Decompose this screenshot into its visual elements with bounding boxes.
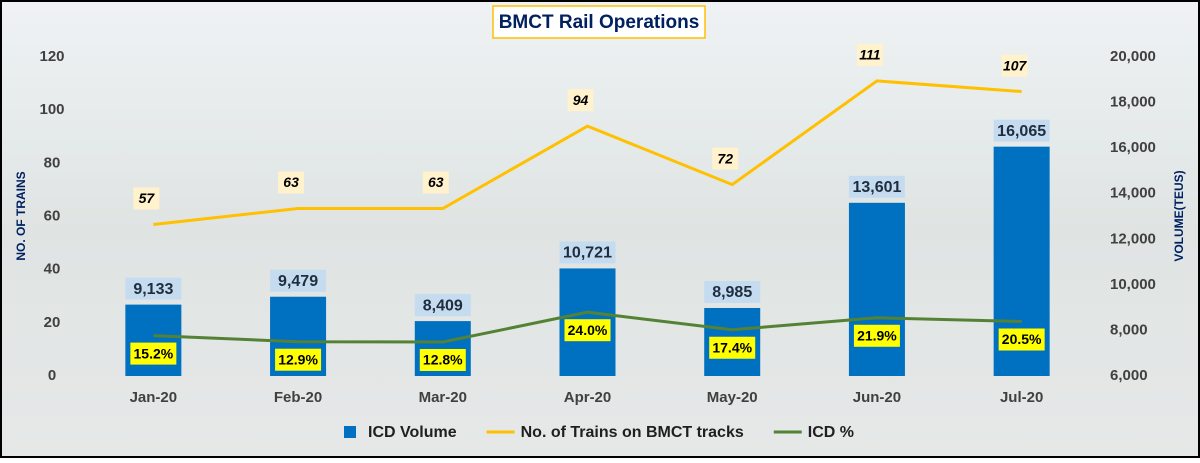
line-label-box: [564, 319, 611, 342]
y2-tick-label: 18,000: [1110, 94, 1156, 111]
y-tick-label: 40: [44, 261, 61, 278]
y-tick-label: 20: [44, 314, 61, 331]
line-label-box: [130, 342, 177, 365]
line-label: 15.2%: [134, 345, 174, 361]
line-label-box: [419, 348, 466, 371]
line-label: 24.0%: [568, 322, 608, 338]
line-label: 12.8%: [423, 352, 463, 368]
line: [153, 79, 1022, 226]
bar-label: 13,601: [852, 179, 901, 196]
bar: [848, 202, 905, 376]
bar-label: 10,721: [563, 245, 612, 262]
legend-label: ICD Volume: [368, 424, 457, 441]
line-label: 63: [428, 174, 444, 190]
bar-label: 8,409: [423, 297, 463, 314]
x-tick-label: Mar-20: [419, 389, 467, 406]
bar-label-box: [993, 119, 1050, 142]
bar: [125, 304, 182, 376]
bar-label: 9,479: [278, 273, 318, 290]
line-label: 107: [1003, 57, 1028, 73]
bar-label-box: [848, 175, 905, 198]
chart-title: BMCT Rail Operations: [499, 12, 700, 33]
line-label: 17.4%: [712, 339, 752, 355]
y-tick-label: 0: [48, 367, 56, 384]
line-label: 12.9%: [278, 351, 318, 367]
x-tick-label: Feb-20: [274, 389, 322, 406]
line-label-box: [998, 328, 1045, 351]
y2-tick-label: 16,000: [1110, 139, 1156, 156]
line-label-box: [712, 147, 739, 170]
bar-label-box: [704, 280, 761, 303]
x-tick-label: Jan-20: [130, 389, 178, 406]
y-tick-label: 60: [44, 207, 61, 224]
x-tick-label: Apr-20: [564, 389, 612, 406]
line-label-box: [278, 171, 305, 194]
y2-axis-title: VOLUME(TEUS): [1172, 170, 1186, 261]
y2-tick-label: 10,000: [1110, 276, 1156, 293]
y-tick-label: 80: [44, 154, 61, 171]
legend-swatch: [344, 426, 356, 438]
line-label-box: [1001, 54, 1028, 77]
legend-label: No. of Trains on BMCT tracks: [521, 424, 744, 441]
line-label: 63: [283, 174, 299, 190]
title-box: [492, 5, 706, 39]
line-label-box: [275, 348, 322, 371]
line-label: 57: [139, 190, 156, 206]
line-label-box: [853, 324, 900, 347]
y-tick-label: 100: [39, 101, 64, 118]
bar-label: 9,133: [133, 281, 173, 298]
bar-label-box: [270, 269, 327, 292]
y-tick-label: 120: [39, 48, 64, 65]
bar-label: 8,985: [712, 284, 752, 301]
line-label-box: [133, 187, 160, 210]
line-label-box: [709, 336, 756, 359]
x-tick-label: May-20: [707, 389, 758, 406]
line-label-box: [856, 43, 883, 66]
y2-tick-label: 6,000: [1110, 367, 1148, 384]
line-label: 72: [717, 150, 733, 166]
y2-tick-label: 12,000: [1110, 230, 1156, 247]
line-label: 21.9%: [857, 327, 897, 343]
line-label: 20.5%: [1002, 331, 1042, 347]
x-tick-label: Jul-20: [1000, 389, 1043, 406]
bar-label-box: [559, 241, 616, 264]
bar-label: 16,065: [997, 123, 1046, 140]
y2-tick-label: 20,000: [1110, 48, 1156, 65]
line-label-box: [567, 89, 594, 112]
y2-tick-label: 14,000: [1110, 185, 1156, 202]
line-label-box: [422, 171, 449, 194]
bar-label-box: [414, 294, 471, 317]
y-axis-title: NO. OF TRAINS: [14, 171, 28, 260]
y2-tick-label: 8,000: [1110, 321, 1148, 338]
line-label: 94: [573, 92, 589, 108]
x-tick-label: Jun-20: [853, 389, 901, 406]
line-label: 111: [859, 47, 880, 63]
legend-label: ICD %: [808, 424, 854, 441]
line: [153, 310, 1022, 344]
bar-label-box: [125, 277, 182, 300]
